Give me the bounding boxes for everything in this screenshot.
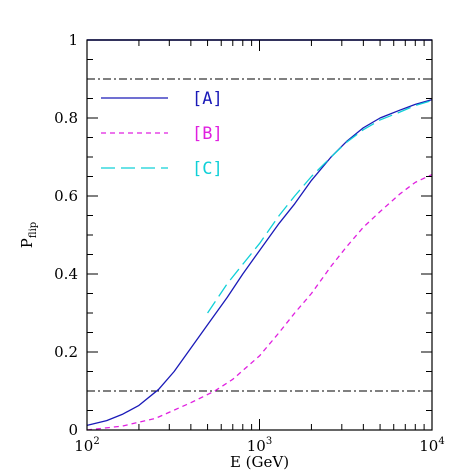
x-tick-label-base: 10 [247,437,266,455]
y-axis-title-subscript: flip [28,222,39,238]
x-tick-label-exponent: 4 [438,436,444,447]
x-tick-labels: 102 103 104 [74,436,444,455]
x-tick-label: 102 [74,436,99,455]
y-tick-label: 0.8 [54,109,78,127]
x-tick-label-base: 10 [74,437,93,455]
series-line-1 [86,173,433,431]
axis-ticks [86,39,433,431]
y-tick-label: 1 [68,31,78,49]
y-tick-label: 0 [68,421,78,439]
y-tick-label: 0.2 [54,343,78,361]
y-axis-title-main: P [18,238,36,248]
x-tick-label-exponent: 3 [266,436,272,447]
x-axis-title: E (GeV) [230,453,289,471]
series-lines [86,99,433,431]
reference-lines [87,39,432,392]
x-tick-label-base: 10 [419,437,438,455]
y-tick-label: 0.4 [54,265,78,283]
legend-label-1: [B] [192,124,223,144]
x-tick-label: 103 [247,436,272,455]
legend-label-0: [A] [192,89,223,109]
x-tick-label: 104 [419,436,444,455]
legend-label-2: [C] [192,159,223,179]
y-tick-labels: 0 0.2 0.4 0.6 0.8 1 [54,31,78,439]
x-tick-label-exponent: 2 [93,436,99,447]
y-axis-title: Pflip [18,222,39,248]
legend: [A] [B] [C] [101,89,223,179]
series-line-2 [207,99,433,314]
series-line-0 [86,99,433,426]
y-tick-label: 0.6 [54,187,78,205]
